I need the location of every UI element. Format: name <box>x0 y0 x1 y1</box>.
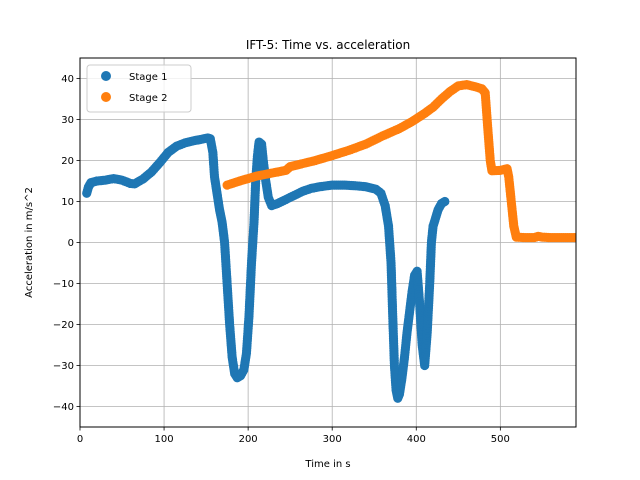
y-tick-label: 20 <box>61 156 74 167</box>
legend: Stage 1 Stage 2 <box>86 64 192 113</box>
chart-title: IFT-5: Time vs. acceleration <box>246 38 410 52</box>
y-tick-label: −40 <box>53 402 74 413</box>
y-axis-title: Acceleration in m/s^2 <box>24 187 35 298</box>
series-1-points <box>82 133 450 403</box>
data-points <box>82 80 576 403</box>
x-axis-title: Time in s <box>304 459 350 470</box>
series-2-points <box>222 80 576 243</box>
legend-marker-stage-2 <box>101 92 111 102</box>
y-tick-label: −20 <box>53 320 74 331</box>
legend-box <box>86 64 192 113</box>
legend-label-stage-1: Stage 1 <box>129 72 167 83</box>
x-tick-label: 100 <box>155 434 174 445</box>
data-point <box>440 196 450 207</box>
y-tick-label: 10 <box>61 197 74 208</box>
x-tick-label: 300 <box>323 434 342 445</box>
data-point <box>571 232 576 243</box>
y-tick-label: 40 <box>61 74 74 85</box>
x-tick-label: 200 <box>239 434 258 445</box>
legend-marker-stage-1 <box>101 71 111 81</box>
legend-label-stage-2: Stage 2 <box>129 93 167 104</box>
y-tick-label: −30 <box>53 361 74 372</box>
axis-ticks: 0 100 200 300 400 500 −40 −30 −20 −10 0 10 20 30 40 <box>53 74 510 445</box>
x-tick-label: 400 <box>407 434 426 445</box>
x-tick-label: 0 <box>77 434 83 445</box>
y-tick-label: −10 <box>53 279 74 290</box>
grid <box>79 58 576 427</box>
y-tick-label: 30 <box>61 115 74 126</box>
y-tick-label: 0 <box>68 238 74 249</box>
x-tick-label: 500 <box>491 434 510 445</box>
